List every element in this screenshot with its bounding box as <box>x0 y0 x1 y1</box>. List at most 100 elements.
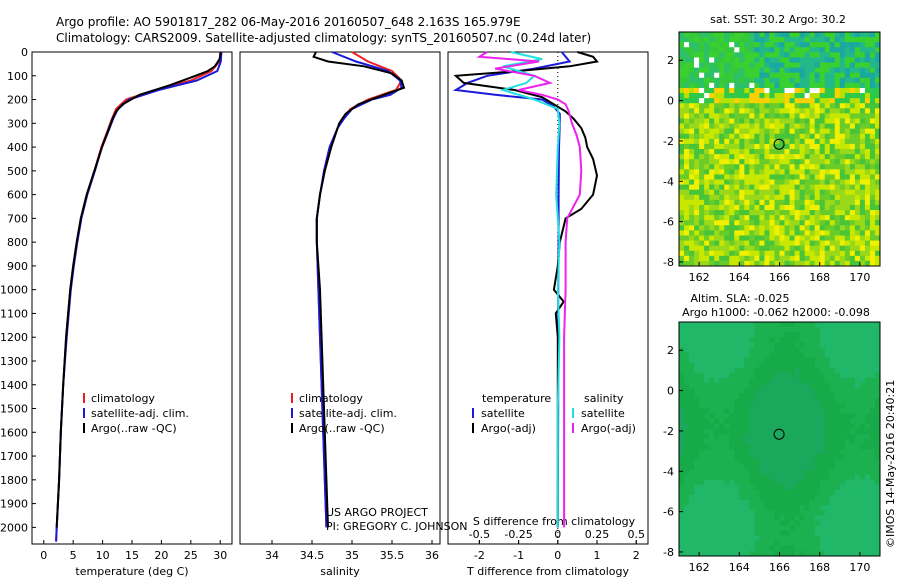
map-cell <box>754 184 760 191</box>
map-cell <box>744 525 750 531</box>
map-cell <box>714 77 720 84</box>
map-cell <box>874 220 881 226</box>
map-cell <box>759 204 765 211</box>
map-cell <box>769 113 775 119</box>
map-cell <box>724 47 730 53</box>
map-cell <box>749 143 755 150</box>
map-cell <box>849 357 856 364</box>
map-cell <box>874 138 881 145</box>
map-cell <box>779 489 785 496</box>
map-cell <box>774 545 780 552</box>
map-cell <box>719 235 725 241</box>
map-cell <box>724 428 730 435</box>
map-cell <box>834 103 841 109</box>
map-cell <box>819 57 826 63</box>
map-cell <box>784 204 790 211</box>
map-cell <box>754 93 760 99</box>
map-cell <box>709 327 715 333</box>
map-cell <box>824 52 831 58</box>
map-cell <box>859 372 866 379</box>
map-cell <box>819 154 826 160</box>
map-cell <box>864 515 871 521</box>
map-cell <box>784 327 790 333</box>
map-cell <box>709 118 715 124</box>
map-cell <box>839 342 846 348</box>
map-cell <box>699 535 705 542</box>
map-cell <box>839 500 846 506</box>
map-cell <box>839 42 846 48</box>
map-cell <box>824 454 831 460</box>
map-cell <box>744 235 750 241</box>
map-cell <box>764 500 770 506</box>
map-cell <box>764 530 770 537</box>
map-cell <box>844 47 851 53</box>
map-cell <box>749 179 755 186</box>
map-cell <box>849 337 856 343</box>
map-cell <box>844 347 851 353</box>
map-cell <box>719 464 725 470</box>
map-cell <box>744 474 750 481</box>
map-cell <box>799 143 806 150</box>
map-cell <box>739 433 745 440</box>
map-cell <box>839 199 846 206</box>
map-ytick-label: -6 <box>663 506 674 519</box>
map-cell <box>719 535 725 542</box>
map-cell <box>844 169 851 175</box>
map-cell <box>694 444 700 450</box>
map-cell <box>734 449 740 455</box>
map-cell <box>824 469 831 476</box>
map-cell <box>794 133 801 140</box>
map-cell <box>689 515 695 521</box>
map-cell <box>734 133 740 140</box>
map-cell <box>779 123 785 130</box>
map-cell <box>834 337 841 343</box>
map-cell <box>769 77 775 84</box>
map-cell <box>829 220 836 226</box>
map-cell <box>829 204 836 211</box>
map-cell <box>829 469 836 476</box>
map-cell <box>799 133 806 140</box>
map-cell <box>869 362 876 369</box>
map-cell <box>754 367 760 374</box>
map-cell <box>854 337 861 343</box>
map-cell <box>739 362 745 369</box>
map-cell <box>829 245 836 252</box>
map-cell <box>739 423 745 430</box>
map-cell <box>859 383 866 389</box>
map-cell <box>739 32 745 38</box>
depth-tick-label: 1100 <box>0 307 28 320</box>
map-cell <box>839 230 846 236</box>
map-cell <box>679 377 685 384</box>
map-cell <box>819 77 826 84</box>
map-cell <box>734 423 740 430</box>
map-cell <box>854 474 861 481</box>
map-cell <box>744 189 750 196</box>
map-cell <box>859 128 866 135</box>
map-cell <box>809 113 816 119</box>
map-cell <box>709 77 715 84</box>
map-cell <box>689 72 695 79</box>
map-cell <box>859 204 866 211</box>
map-cell <box>864 337 871 343</box>
map-cell <box>769 194 775 201</box>
map-cell <box>729 428 735 435</box>
map-cell <box>764 474 770 481</box>
map-cell <box>834 255 841 262</box>
map-cell <box>859 494 866 501</box>
map-cell <box>689 240 695 247</box>
map-cell <box>829 123 836 130</box>
map-cell <box>704 398 710 404</box>
map-cell <box>714 494 720 501</box>
map-cell <box>709 515 715 521</box>
map-cell <box>719 332 725 338</box>
map-cell <box>729 138 735 145</box>
map-cell <box>744 260 750 267</box>
map-cell <box>714 123 720 130</box>
map-cell <box>804 67 811 74</box>
map-cell <box>774 322 780 328</box>
map-cell <box>824 133 831 140</box>
map-cell <box>754 82 760 89</box>
map-cell <box>744 174 750 180</box>
map-cell <box>819 103 826 109</box>
map-cell <box>769 520 775 526</box>
